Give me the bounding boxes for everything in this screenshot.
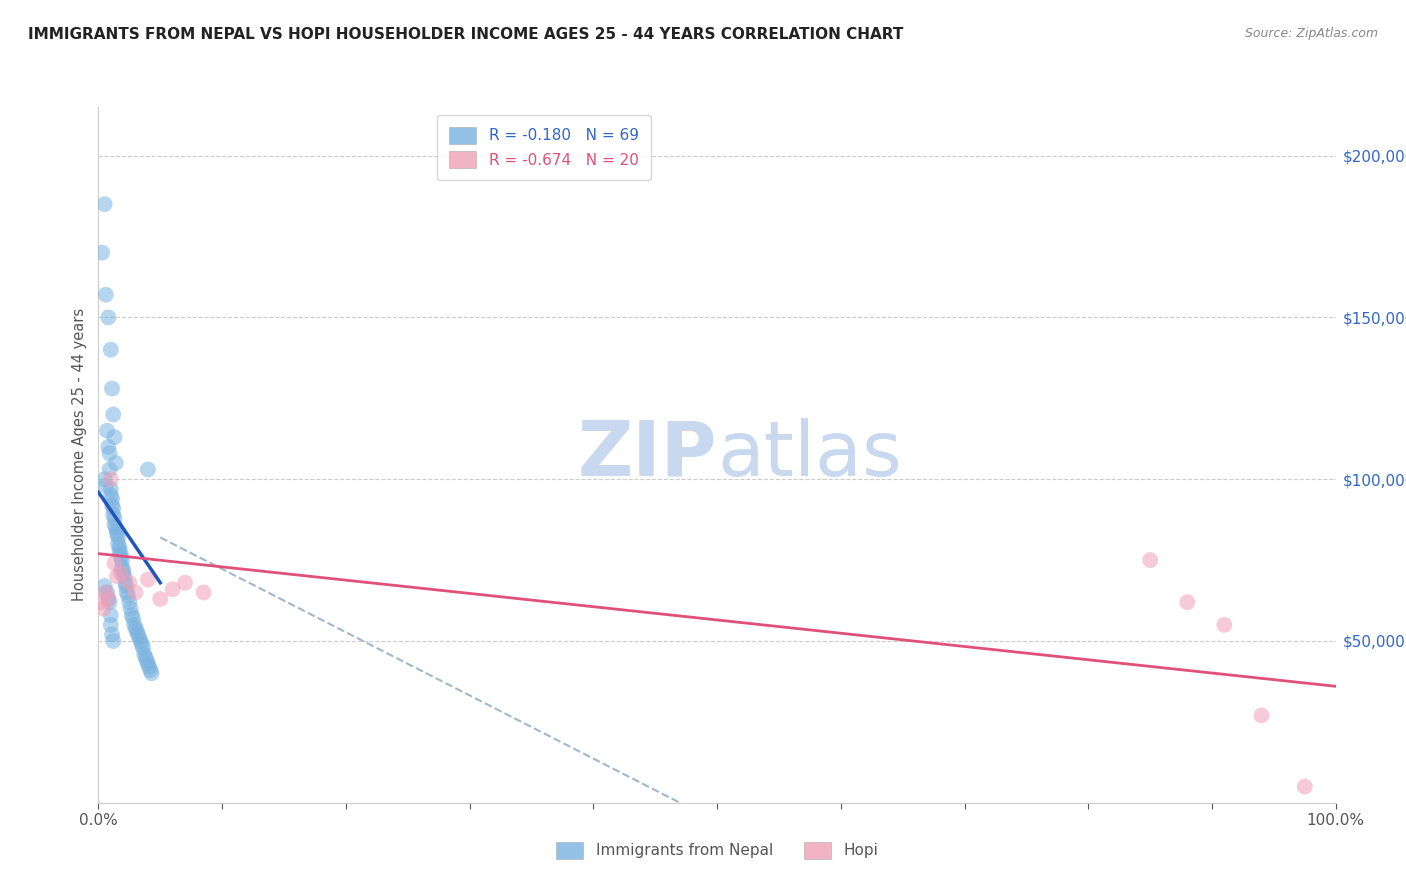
Point [96, 585, 118, 599]
Point [110, 566, 132, 580]
Point [193, 585, 215, 599]
Point [101, 491, 124, 506]
Point [98, 446, 121, 460]
Point [100, 608, 122, 623]
Point [118, 575, 141, 590]
Point [112, 566, 135, 580]
Point [96, 424, 118, 438]
Point [108, 543, 131, 558]
Point [97, 591, 120, 606]
Text: atlas: atlas [717, 418, 901, 491]
Point [105, 569, 128, 583]
Point [135, 653, 157, 667]
Point [103, 408, 125, 422]
Point [122, 611, 145, 625]
Point [124, 585, 146, 599]
Point [98, 595, 121, 609]
Point [93, 197, 115, 211]
Point [141, 666, 163, 681]
Text: IMMIGRANTS FROM NEPAL VS HOPI HOUSEHOLDER INCOME AGES 25 - 44 YEARS CORRELATION : IMMIGRANTS FROM NEPAL VS HOPI HOUSEHOLDE… [28, 27, 904, 42]
Point [103, 430, 125, 444]
Point [117, 589, 139, 603]
Point [103, 501, 125, 516]
Point [103, 517, 125, 532]
Point [103, 508, 125, 522]
Point [100, 617, 122, 632]
Point [136, 657, 159, 671]
Point [139, 663, 162, 677]
Point [103, 634, 125, 648]
Point [100, 482, 122, 496]
Point [134, 647, 156, 661]
Point [120, 601, 142, 615]
Point [111, 553, 134, 567]
Point [125, 624, 148, 639]
Point [104, 521, 127, 535]
Point [1294, 780, 1316, 794]
Point [100, 343, 122, 357]
Point [100, 472, 122, 486]
Point [132, 640, 155, 655]
Point [93, 472, 115, 486]
Point [111, 559, 134, 574]
Point [124, 621, 146, 635]
Point [136, 573, 159, 587]
Point [1213, 617, 1236, 632]
Point [94, 585, 117, 599]
Point [97, 440, 120, 454]
Point [101, 382, 124, 396]
Point [118, 595, 141, 609]
Point [124, 617, 146, 632]
Point [94, 287, 117, 301]
Point [127, 627, 149, 641]
Point [103, 557, 125, 571]
Point [104, 456, 127, 470]
Point [131, 637, 153, 651]
Point [101, 627, 124, 641]
Point [162, 582, 184, 597]
Point [128, 631, 150, 645]
Legend: Immigrants from Nepal, Hopi: Immigrants from Nepal, Hopi [550, 836, 884, 864]
Point [114, 579, 136, 593]
Point [114, 575, 136, 590]
Point [1175, 595, 1198, 609]
Point [101, 498, 124, 512]
Point [105, 524, 128, 538]
Point [107, 531, 129, 545]
Point [105, 527, 128, 541]
Point [129, 634, 152, 648]
Point [115, 585, 138, 599]
Point [100, 488, 122, 502]
Point [138, 660, 160, 674]
Point [1250, 708, 1272, 723]
Point [108, 540, 131, 554]
Point [121, 608, 143, 623]
Text: Source: ZipAtlas.com: Source: ZipAtlas.com [1244, 27, 1378, 40]
Point [94, 478, 117, 492]
Y-axis label: Householder Income Ages 25 - 44 years: Householder Income Ages 25 - 44 years [72, 309, 87, 601]
Point [136, 462, 159, 476]
Point [107, 537, 129, 551]
Point [174, 575, 197, 590]
Point [1139, 553, 1161, 567]
Point [103, 511, 125, 525]
Point [110, 547, 132, 561]
Point [97, 310, 120, 325]
Point [112, 569, 135, 583]
Point [93, 601, 115, 615]
Point [91, 245, 114, 260]
Point [110, 549, 132, 564]
Text: ZIP: ZIP [578, 418, 717, 491]
Point [97, 591, 120, 606]
Point [134, 650, 156, 665]
Point [149, 591, 172, 606]
Point [98, 462, 121, 476]
Point [90, 595, 112, 609]
Point [112, 563, 135, 577]
Point [93, 579, 115, 593]
